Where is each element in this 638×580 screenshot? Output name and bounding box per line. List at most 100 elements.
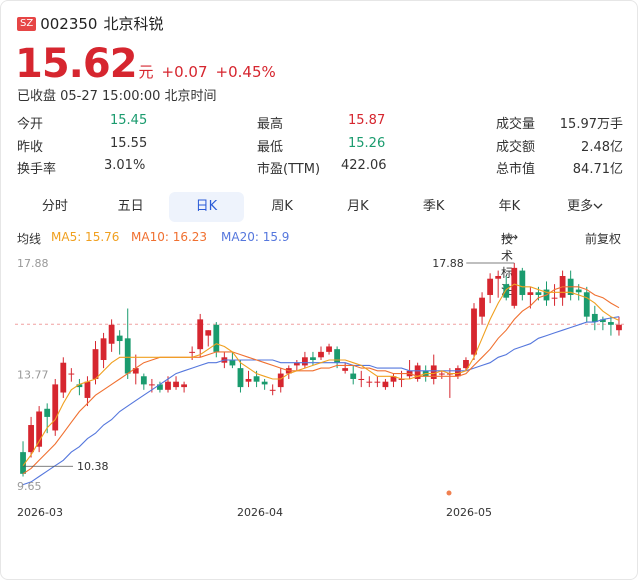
high-label: 最高 (257, 117, 284, 132)
stats-table: 今开 15.45 最高 15.87 成交量 15.97万手 昨收 15.55 最… (17, 113, 623, 181)
candle-body (116, 335, 123, 342)
candle-body (189, 351, 196, 353)
tab-monthly-k[interactable]: 月K (347, 199, 369, 214)
candle-body (60, 362, 67, 393)
candle-body (108, 324, 115, 344)
candle-body (599, 319, 606, 323)
candle-body (495, 276, 502, 279)
candle-body (414, 365, 421, 379)
candle (463, 357, 469, 371)
candle (197, 313, 204, 358)
candle (382, 378, 389, 390)
stock-code: 002350 (40, 14, 98, 33)
candle (140, 373, 147, 390)
candle-body (608, 322, 614, 325)
stock-name: 北京科锐 (103, 15, 164, 33)
chart-labels: 17.88 13.77 9.65 17.88 10.38 2026-03 2026-04 20… (17, 257, 515, 519)
market-cap-label: 总市值 (496, 162, 536, 177)
candle (293, 360, 300, 371)
low-value: 15.26 (348, 135, 386, 151)
tab-five-day[interactable]: 五日 (117, 199, 144, 214)
candle-body (519, 270, 526, 295)
candle-body (293, 362, 300, 366)
tab-weekly-k[interactable]: 周K (271, 199, 293, 214)
low-label: 最低 (257, 139, 284, 155)
candle-body (374, 381, 381, 383)
candle (471, 303, 477, 361)
pe-label: 市盈(TTM) (257, 162, 321, 177)
max-marker-label: 17.88 (432, 257, 464, 270)
candle (20, 441, 26, 477)
candle-body (84, 381, 91, 398)
period-tabs: 分时 五日 日K 周K 月K 季K 年K 更多 (17, 192, 623, 222)
candle (124, 308, 131, 379)
candle (52, 378, 59, 436)
market-badge: SZ (17, 16, 37, 31)
x-axis-label: 2026-05 (446, 506, 492, 519)
candle (108, 319, 115, 352)
candle (479, 292, 485, 325)
candle-body (52, 384, 59, 431)
candle-body (245, 378, 252, 382)
ma20-value: MA20: 15.9 (221, 230, 290, 244)
candle (100, 332, 107, 369)
candle (148, 378, 155, 393)
candle-body (591, 313, 598, 323)
open-label: 今开 (17, 117, 44, 132)
tab-intraday[interactable]: 分时 (41, 199, 68, 214)
candle-body (318, 351, 324, 358)
kline-chart[interactable]: 17.88 13.77 9.65 17.88 10.38 2026-03 2026-04 20… (1, 251, 637, 521)
candle-body (277, 373, 284, 388)
candle (374, 376, 381, 388)
candle-body (213, 324, 220, 352)
candle (245, 370, 252, 388)
candle-body (181, 384, 187, 388)
candle-body (479, 297, 485, 317)
candle-body (301, 357, 308, 366)
candle (591, 305, 598, 331)
y-axis-label: 13.77 (17, 368, 49, 381)
x-axis-label: 2026-03 (17, 506, 63, 519)
adjust-mode-button[interactable]: 前复权 (585, 232, 622, 246)
candle-body (157, 384, 163, 390)
candle (390, 373, 397, 388)
candle-body (503, 284, 510, 298)
candle (511, 263, 518, 309)
candle-body (583, 292, 590, 317)
tab-yearly-k[interactable]: 年K (498, 199, 521, 214)
candle (358, 370, 365, 388)
candle-body (511, 267, 518, 306)
candle-body (253, 376, 260, 382)
candle-body (165, 381, 171, 390)
candle-body (148, 384, 155, 386)
tab-quarterly-k[interactable]: 季K (422, 199, 445, 214)
candle-body (575, 289, 582, 293)
ma-label: 均线 (17, 232, 42, 246)
candle (205, 330, 212, 347)
y-axis-label: 9.65 (17, 480, 42, 493)
candle-body (616, 324, 622, 331)
ma5-line (22, 283, 620, 467)
candle-body (76, 384, 83, 388)
candle (326, 343, 332, 355)
candle-body (334, 349, 341, 363)
tab-daily-k[interactable]: 日K (168, 192, 245, 222)
candle-body (455, 368, 461, 377)
amount-label: 成交额 (496, 139, 536, 155)
candle-body (36, 411, 43, 447)
min-marker-label: 10.38 (77, 460, 109, 473)
candle (406, 360, 413, 379)
candle-body (44, 408, 51, 417)
candle (285, 365, 292, 379)
candle (559, 270, 566, 306)
volume-value: 15.97万手 (559, 117, 623, 132)
candle-body (342, 368, 349, 371)
tab-more[interactable]: 更多 (547, 192, 623, 222)
candle (350, 365, 357, 385)
ma-lines (22, 283, 620, 486)
candle (261, 378, 268, 390)
candle-body (487, 278, 494, 295)
candle-body (430, 365, 437, 379)
candle-body (205, 330, 212, 336)
